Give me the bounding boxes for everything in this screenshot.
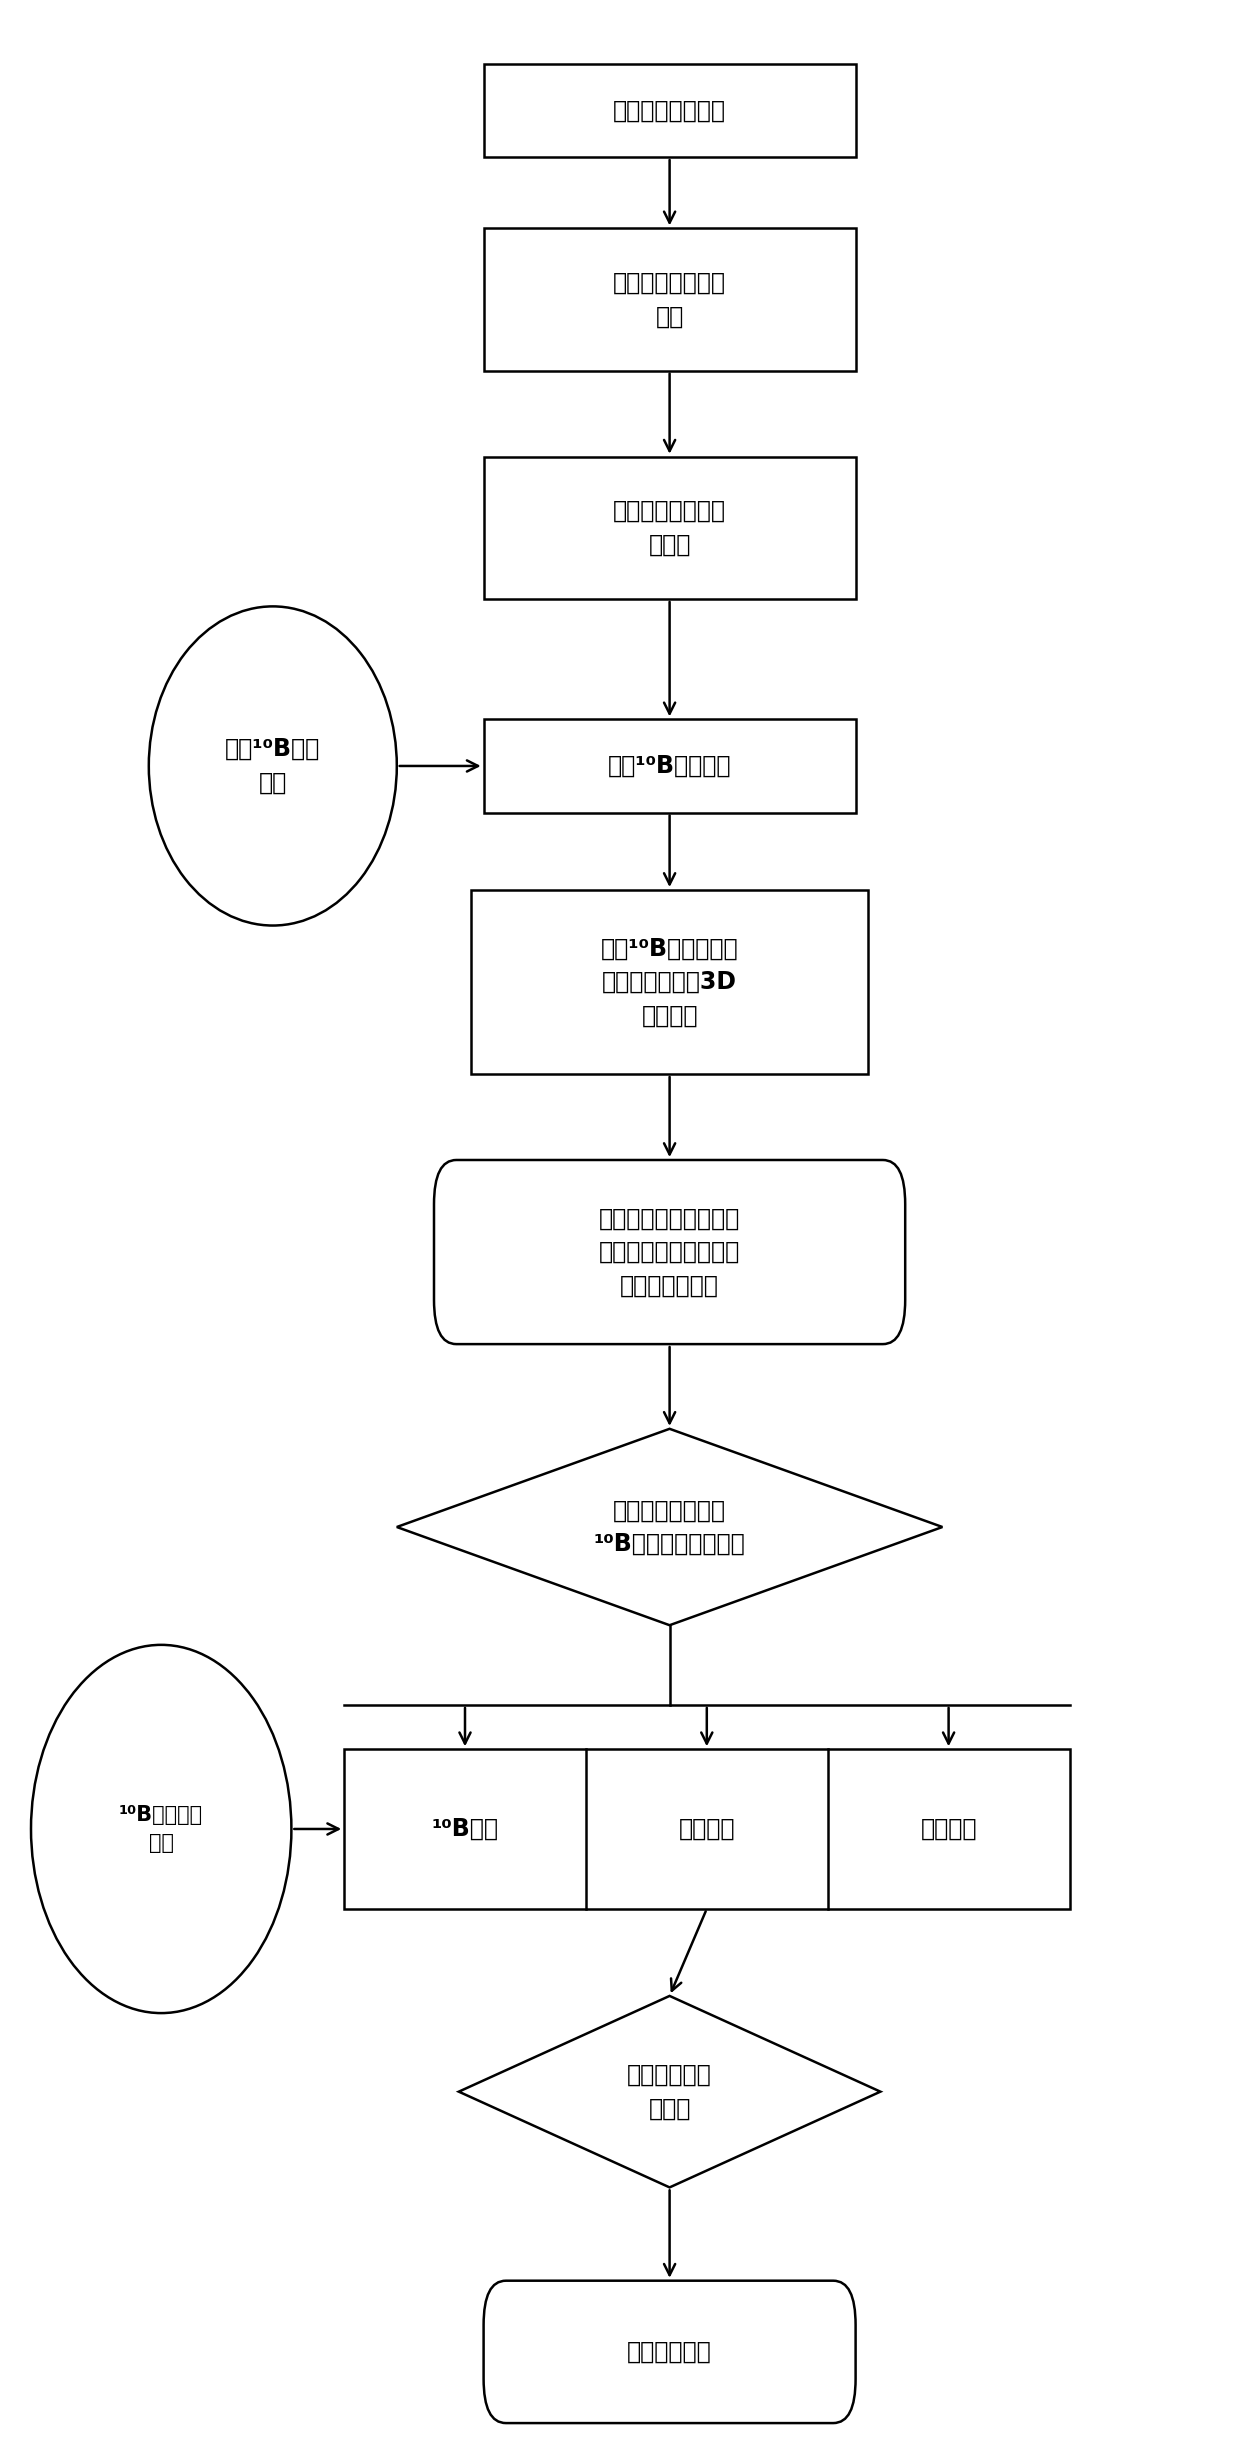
Ellipse shape bbox=[31, 1645, 291, 2013]
FancyBboxPatch shape bbox=[484, 2281, 856, 2423]
Bar bbox=[484, 719, 856, 813]
Text: 中子剂量: 中子剂量 bbox=[678, 1817, 735, 1841]
Polygon shape bbox=[397, 1429, 942, 1625]
Text: 治疗计划指标: 治疗计划指标 bbox=[627, 2340, 712, 2364]
Text: ¹⁰B剂量: ¹⁰B剂量 bbox=[432, 1817, 498, 1841]
Bar bbox=[484, 64, 856, 157]
Text: 统整¹⁰B浓度信息及
组织种类、密度3D
编码矩阵: 统整¹⁰B浓度信息及 组织种类、密度3D 编码矩阵 bbox=[601, 935, 738, 1029]
Text: 建立初始三维体素
模型: 建立初始三维体素 模型 bbox=[613, 270, 727, 329]
Text: 给定¹⁰B浓度信息: 给定¹⁰B浓度信息 bbox=[608, 754, 732, 778]
Bar bbox=[343, 1748, 1069, 1910]
Text: 光子剂量: 光子剂量 bbox=[920, 1817, 977, 1841]
Text: 定义组织种类与密
度信息: 定义组织种类与密 度信息 bbox=[613, 498, 727, 557]
Polygon shape bbox=[459, 1996, 880, 2187]
Bar bbox=[484, 228, 856, 371]
Text: 读取医学影像档案: 读取医学影像档案 bbox=[613, 98, 727, 123]
Text: 计算肿瘾及组
织剂量: 计算肿瘾及组 织剂量 bbox=[627, 2062, 712, 2121]
Text: 测定¹⁰B浓度
分布: 测定¹⁰B浓度 分布 bbox=[226, 736, 320, 795]
Text: 产生蒙卡软件输入档所
需之晶格卡、栊元卡、
曲面卡、材料卡: 产生蒙卡软件输入档所 需之晶格卡、栊元卡、 曲面卡、材料卡 bbox=[599, 1205, 740, 1299]
Bar bbox=[484, 457, 856, 599]
Text: 蒙卡计算体素假体
¹⁰B、中子及光子剂量: 蒙卡计算体素假体 ¹⁰B、中子及光子剂量 bbox=[594, 1498, 745, 1556]
Bar bbox=[471, 889, 868, 1075]
Text: ¹⁰B浓度分布
信息: ¹⁰B浓度分布 信息 bbox=[119, 1804, 203, 1854]
FancyBboxPatch shape bbox=[434, 1161, 905, 1345]
Ellipse shape bbox=[149, 606, 397, 926]
